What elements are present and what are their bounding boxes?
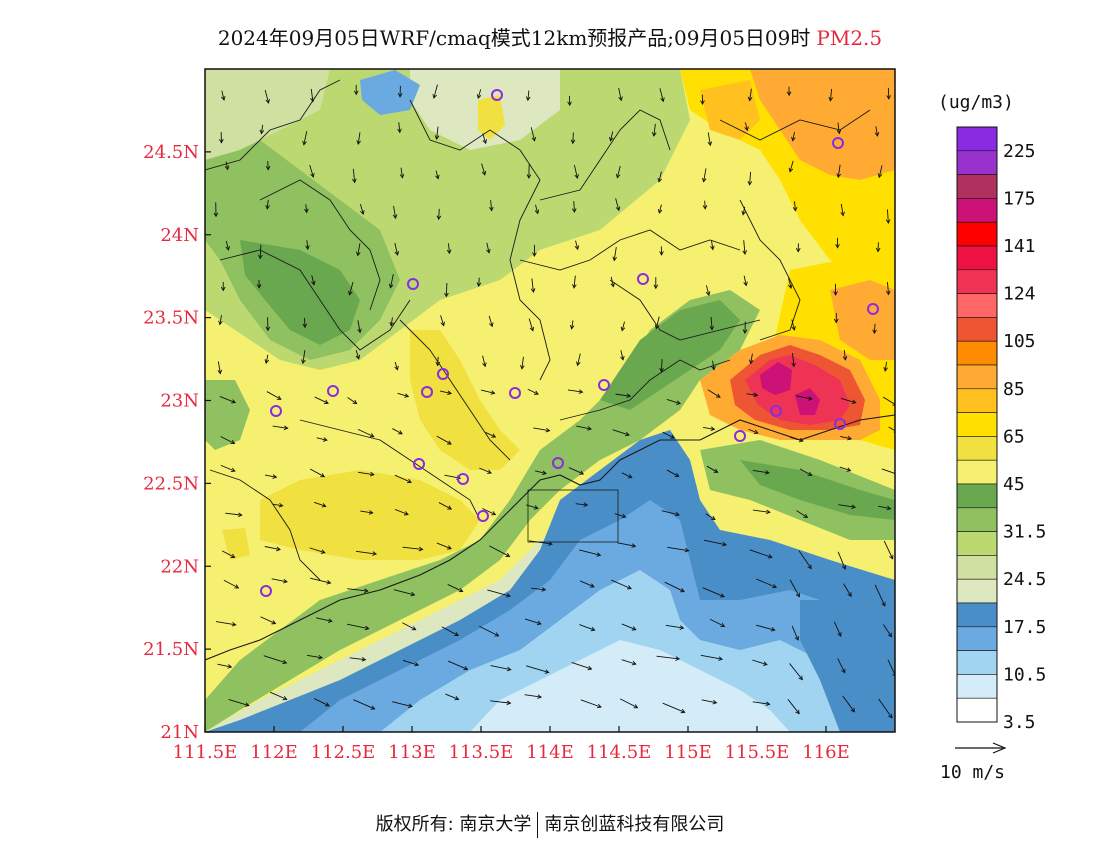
legend-swatch [957,294,997,318]
footer-separator [537,812,538,838]
wind-arrow [661,359,662,372]
legend-label: 105 [1003,331,1036,352]
legend-label: 225 [1003,141,1036,162]
lon-tick-label: 112E [250,742,298,763]
legend-swatch [957,698,997,722]
lat-tick-label: 24N [160,225,199,246]
copyright-footer: 版权所有: 南京大学南京创蓝科技有限公司 [0,810,1100,838]
lat-tick-label: 21N [160,722,199,743]
lon-tick-label: 115.5E [725,742,790,763]
legend-label: 85 [1003,379,1025,400]
legend-swatch [957,270,997,294]
lat-tick-label: 23N [160,391,199,412]
legend-label: 17.5 [1003,617,1046,638]
legend-swatch [957,674,997,698]
legend-swatch [957,365,997,389]
lon-tick-label: 114E [526,742,574,763]
footer-right: 南京创蓝科技有限公司 [544,814,724,835]
wind-arrow [745,322,746,334]
concentration-field [205,69,895,732]
legend-swatch [957,222,997,246]
legend-swatch [957,127,997,151]
legend-swatch [957,508,997,532]
lon-tick-label: 116E [802,742,850,763]
lon-tick-label: 114.5E [587,742,652,763]
legend-label: 10.5 [1003,664,1046,685]
legend-label: 3.5 [1003,712,1036,733]
legend-swatch [957,317,997,341]
legend-label: 124 [1003,284,1036,305]
legend-swatch [957,341,997,365]
lat-tick-label: 22N [160,556,199,577]
wind-reference: 10 m/s [940,743,1005,783]
legend-swatch [957,532,997,556]
lon-tick-label: 113.5E [449,742,514,763]
legend-swatch [957,151,997,175]
lon-tick-label: 112.5E [311,742,376,763]
lat-tick-label: 22.5N [143,473,199,494]
wind-arrow [446,283,447,296]
legend-swatch [957,413,997,437]
legend-swatch [957,436,997,460]
lat-tick-label: 24.5N [143,142,199,163]
wind-reference-label: 10 m/s [940,762,1005,783]
legend-labels: 225 175 141 124 105 85 65 45 31.5 24.5 17.5 10.5 3.5 [1003,141,1046,733]
legend-swatch [957,555,997,579]
legend-swatch [957,246,997,270]
legend-swatch [957,627,997,651]
lon-tick-label: 115E [664,742,712,763]
legend-swatch [957,389,997,413]
lon-tick-label: 113E [388,742,436,763]
legend-label: 141 [1003,236,1036,257]
legend-swatch [957,460,997,484]
legend-swatch [957,175,997,199]
legend-label: 65 [1003,426,1025,447]
legend-swatch [957,651,997,675]
latitude-axis: 21N 21.5N 22N 22.5N 23N 23.5N 24N 24.5N [143,142,211,743]
legend-unit: (ug/m3) [938,92,1014,113]
legend-label: 45 [1003,474,1025,495]
legend-colorbar [957,127,997,722]
lon-tick-label: 111.5E [173,742,238,763]
legend-swatch [957,484,997,508]
legend-swatch [957,198,997,222]
legend-swatch [957,603,997,627]
legend-label: 24.5 [1003,569,1046,590]
legend-label: 31.5 [1003,522,1046,543]
legend-swatch [957,579,997,603]
legend-label: 175 [1003,188,1036,209]
lat-tick-label: 23.5N [143,308,199,329]
footer-left: 版权所有: 南京大学 [376,814,532,835]
lat-tick-label: 21.5N [143,639,199,660]
